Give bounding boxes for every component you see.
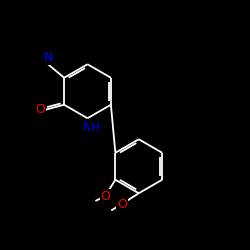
Text: O: O <box>35 104 45 117</box>
Text: H: H <box>91 121 100 134</box>
Text: N: N <box>44 51 53 64</box>
Text: O: O <box>117 198 127 210</box>
Text: O: O <box>100 190 110 202</box>
Text: N: N <box>82 121 92 134</box>
